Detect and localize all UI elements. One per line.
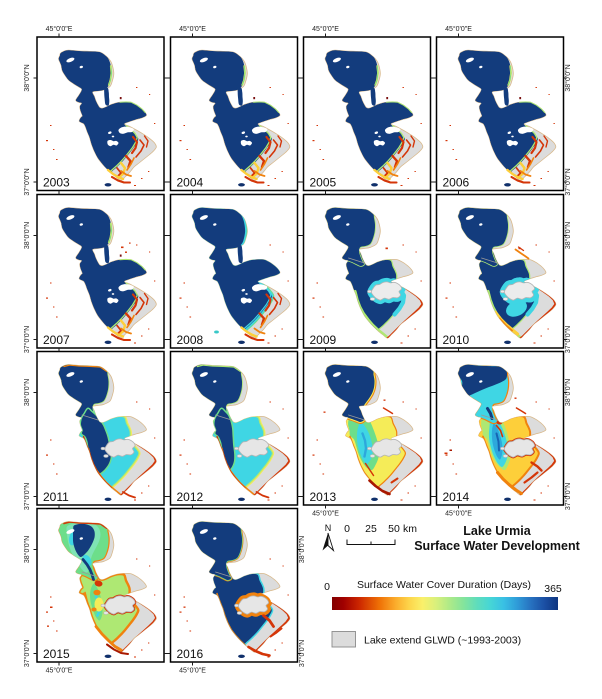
svg-text:50: 50 — [388, 523, 400, 535]
svg-text:45°0'0"E: 45°0'0"E — [312, 510, 339, 518]
svg-text:45°0'0"E: 45°0'0"E — [179, 25, 206, 33]
svg-text:45°0'0"E: 45°0'0"E — [46, 25, 73, 33]
svg-text:45°0'0"E: 45°0'0"E — [445, 510, 472, 518]
svg-text:37°0'0"N: 37°0'0"N — [23, 326, 31, 353]
svg-text:Surface Water Development: Surface Water Development — [414, 539, 580, 553]
svg-text:38°0'0"N: 38°0'0"N — [564, 64, 572, 91]
svg-text:37°0'0"N: 37°0'0"N — [564, 483, 572, 510]
svg-text:38°0'0"N: 38°0'0"N — [298, 536, 306, 563]
svg-text:2015: 2015 — [43, 647, 70, 661]
svg-text:2009: 2009 — [310, 333, 337, 347]
svg-text:37°0'0"N: 37°0'0"N — [23, 640, 31, 667]
svg-text:N: N — [325, 523, 332, 533]
svg-text:2013: 2013 — [310, 490, 337, 504]
svg-text:km: km — [403, 523, 417, 535]
svg-text:2011: 2011 — [43, 490, 69, 504]
svg-text:2006: 2006 — [443, 176, 470, 190]
svg-text:37°0'0"N: 37°0'0"N — [23, 483, 31, 510]
svg-text:45°0'0"E: 45°0'0"E — [46, 667, 73, 675]
svg-text:2008: 2008 — [177, 333, 204, 347]
svg-text:365: 365 — [544, 583, 562, 595]
svg-text:38°0'0"N: 38°0'0"N — [23, 222, 31, 249]
svg-text:38°0'0"N: 38°0'0"N — [23, 536, 31, 563]
svg-text:2005: 2005 — [310, 176, 337, 190]
svg-text:0: 0 — [324, 581, 330, 593]
svg-text:25: 25 — [365, 523, 377, 535]
svg-text:37°0'0"N: 37°0'0"N — [564, 326, 572, 353]
svg-text:37°0'0"N: 37°0'0"N — [564, 168, 572, 195]
svg-text:2003: 2003 — [43, 176, 70, 190]
svg-text:Lake Urmia: Lake Urmia — [463, 524, 531, 538]
svg-text:2004: 2004 — [177, 176, 204, 190]
svg-text:45°0'0"E: 45°0'0"E — [312, 25, 339, 33]
svg-text:2012: 2012 — [177, 490, 204, 504]
svg-text:2010: 2010 — [443, 333, 470, 347]
svg-text:38°0'0"N: 38°0'0"N — [23, 379, 31, 406]
svg-text:37°0'0"N: 37°0'0"N — [23, 168, 31, 195]
svg-text:2007: 2007 — [43, 333, 70, 347]
svg-text:38°0'0"N: 38°0'0"N — [23, 64, 31, 91]
svg-text:37°0'0"N: 37°0'0"N — [298, 640, 306, 667]
svg-text:2014: 2014 — [443, 490, 470, 504]
svg-text:38°0'0"N: 38°0'0"N — [564, 379, 572, 406]
svg-text:Lake extend GLWD (~1993-2003): Lake extend GLWD (~1993-2003) — [364, 635, 521, 647]
svg-text:0: 0 — [344, 523, 350, 535]
svg-text:45°0'0"E: 45°0'0"E — [445, 25, 472, 33]
svg-text:38°0'0"N: 38°0'0"N — [564, 222, 572, 249]
svg-text:Surface Water Cover Duration (: Surface Water Cover Duration (Days) — [357, 579, 531, 591]
svg-text:2016: 2016 — [177, 647, 204, 661]
svg-text:45°0'0"E: 45°0'0"E — [179, 667, 206, 675]
